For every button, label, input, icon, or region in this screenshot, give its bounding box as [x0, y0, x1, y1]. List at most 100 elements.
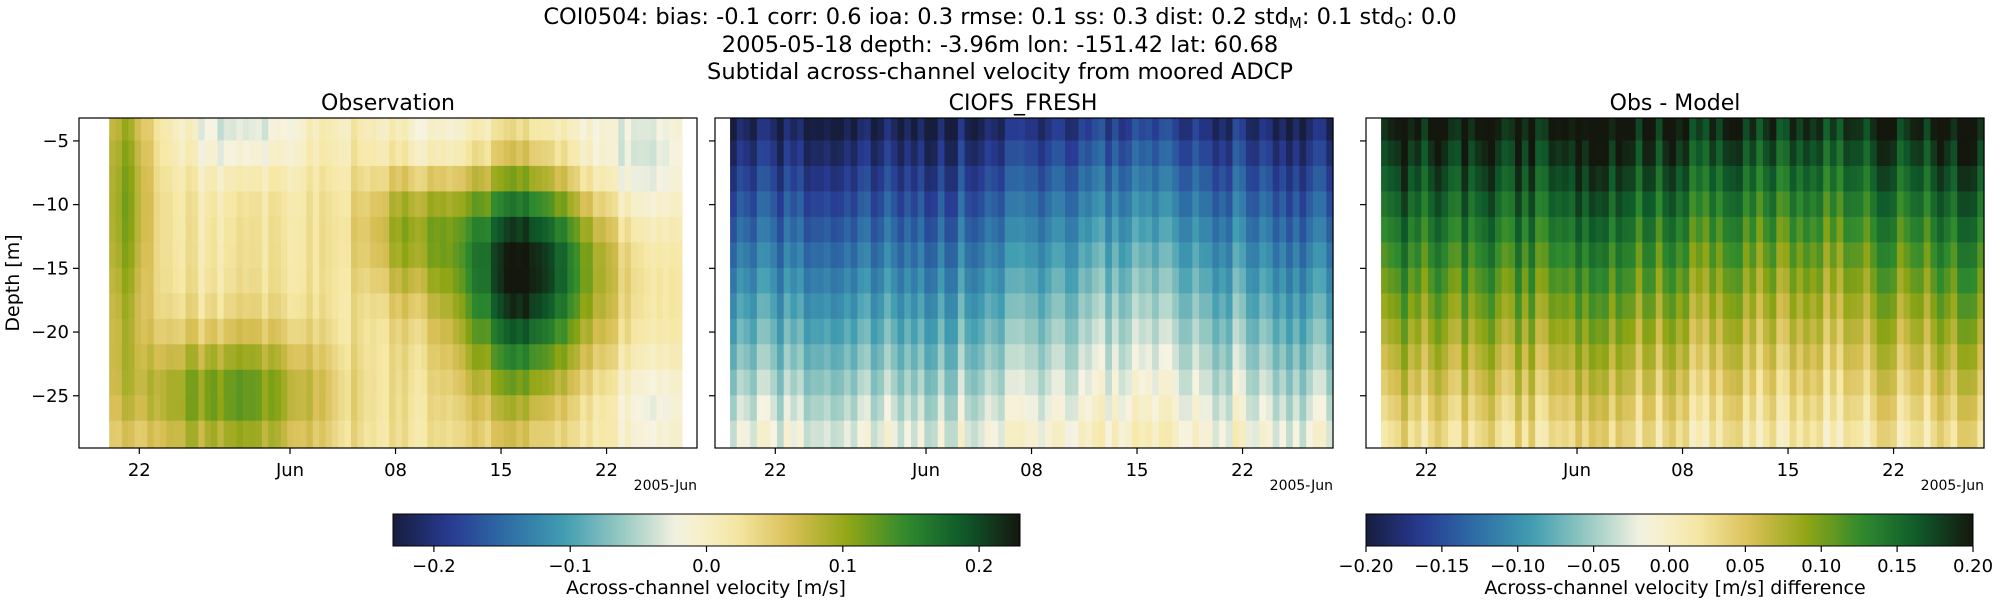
heatmap-cell	[998, 165, 1006, 192]
heatmap-cell	[1615, 165, 1623, 192]
heatmap-cell	[790, 344, 798, 371]
heatmap-cell	[1528, 395, 1536, 422]
heatmap-cell	[897, 242, 905, 269]
heatmap-cell	[1225, 191, 1234, 218]
heatmap-cell	[1158, 369, 1167, 396]
heatmap-cell	[497, 140, 505, 167]
heatmap-cell	[1695, 293, 1704, 320]
heatmap-cell	[1448, 395, 1456, 422]
heatmap-cell	[1829, 118, 1838, 142]
heatmap-cell	[376, 165, 384, 192]
heatmap-cell	[1178, 420, 1187, 449]
heatmap-cell	[1883, 242, 1891, 269]
heatmap-cell	[370, 165, 378, 192]
heatmap-cell	[217, 140, 225, 167]
heatmap-cell	[1272, 420, 1281, 449]
heatmap-cell	[198, 293, 206, 320]
heatmap-cell	[770, 318, 778, 345]
heatmap-cell	[548, 140, 556, 167]
heatmap-cell	[478, 344, 486, 371]
heatmap-cell	[401, 267, 409, 294]
heatmap-cell	[743, 242, 751, 269]
heatmap-cell	[650, 395, 658, 422]
heatmap-cell	[408, 395, 416, 422]
heatmap-cell	[736, 344, 745, 371]
heatmap-cell	[890, 140, 899, 167]
heatmap-cell	[1394, 140, 1402, 167]
heatmap-cell	[1058, 140, 1066, 167]
heatmap-cell	[420, 395, 428, 422]
heatmap-cell	[217, 395, 225, 422]
heatmap-cell	[1132, 267, 1140, 294]
heatmap-cell	[1441, 242, 1449, 269]
heatmap-cell	[1051, 216, 1059, 243]
heatmap-cell	[1575, 216, 1583, 243]
heatmap-cell	[497, 118, 505, 142]
heatmap-cell	[408, 267, 416, 294]
heatmap-cell	[1535, 318, 1543, 345]
heatmap-cell	[1575, 267, 1583, 294]
heatmap-cell	[1742, 420, 1751, 449]
heatmap-cell	[1762, 369, 1771, 396]
heatmap-cell	[293, 191, 301, 218]
heatmap-cell	[1501, 293, 1509, 320]
heatmap-cell	[1890, 293, 1898, 320]
heatmap-cell	[910, 242, 919, 269]
heatmap-cell	[370, 267, 378, 294]
heatmap-cell	[1595, 293, 1603, 320]
heatmap-cell	[1568, 267, 1576, 294]
heatmap-cell	[554, 242, 562, 269]
heatmap-cell	[1602, 344, 1610, 371]
heatmap-cell	[433, 318, 441, 345]
heatmap-cell	[1689, 395, 1697, 422]
heatmap-cell	[529, 242, 537, 269]
heatmap-cell	[1622, 242, 1630, 269]
heatmap-cell	[433, 420, 441, 449]
heatmap-cell	[1105, 420, 1113, 449]
heatmap-cell	[204, 242, 212, 269]
heatmap-cell	[1615, 395, 1623, 422]
heatmap-cell	[242, 395, 250, 422]
heatmap-cell	[1762, 216, 1771, 243]
heatmap-cell	[850, 267, 858, 294]
heatmap-cell	[750, 140, 758, 167]
heatmap-cell	[890, 191, 899, 218]
heatmap-cell	[338, 293, 346, 320]
heatmap-cell	[1789, 318, 1798, 345]
heatmap-cell	[1401, 118, 1409, 142]
heatmap-cell	[1803, 369, 1811, 396]
heatmap-cell	[1917, 267, 1925, 294]
heatmap-cell	[223, 165, 231, 192]
heatmap-cell	[427, 191, 435, 218]
heatmap-cell	[1588, 165, 1597, 192]
heatmap-cell	[1158, 293, 1167, 320]
heatmap-cell	[268, 420, 276, 449]
heatmap-cell	[280, 369, 288, 396]
heatmap-cell	[516, 216, 524, 243]
heatmap-cell	[115, 242, 123, 269]
heatmap-cell	[140, 140, 148, 167]
heatmap-cell	[1829, 267, 1838, 294]
heatmap-cell	[491, 165, 498, 192]
heatmap-cell	[756, 242, 765, 269]
heatmap-cell	[1662, 216, 1670, 243]
heatmap-cell	[230, 369, 238, 396]
heatmap-cell	[1192, 369, 1200, 396]
heatmap-cell	[1675, 369, 1684, 396]
heatmap-cell	[776, 369, 785, 396]
heatmap-cell	[884, 165, 892, 192]
heatmap-cell	[1118, 395, 1126, 422]
heatmap-cell	[160, 293, 168, 320]
x-tick-label: 22	[595, 460, 618, 481]
heatmap-cell	[1299, 242, 1307, 269]
heatmap-cell	[1245, 165, 1254, 192]
heatmap-cell	[1299, 369, 1307, 396]
heatmap-cell	[503, 395, 511, 422]
heatmap-cell	[491, 140, 498, 167]
heatmap-cell	[743, 293, 751, 320]
heatmap-cell	[497, 420, 505, 449]
heatmap-cell	[991, 420, 999, 449]
heatmap-cell	[864, 165, 872, 192]
heatmap-cell	[1742, 118, 1751, 142]
heatmap-cell	[1051, 242, 1059, 269]
